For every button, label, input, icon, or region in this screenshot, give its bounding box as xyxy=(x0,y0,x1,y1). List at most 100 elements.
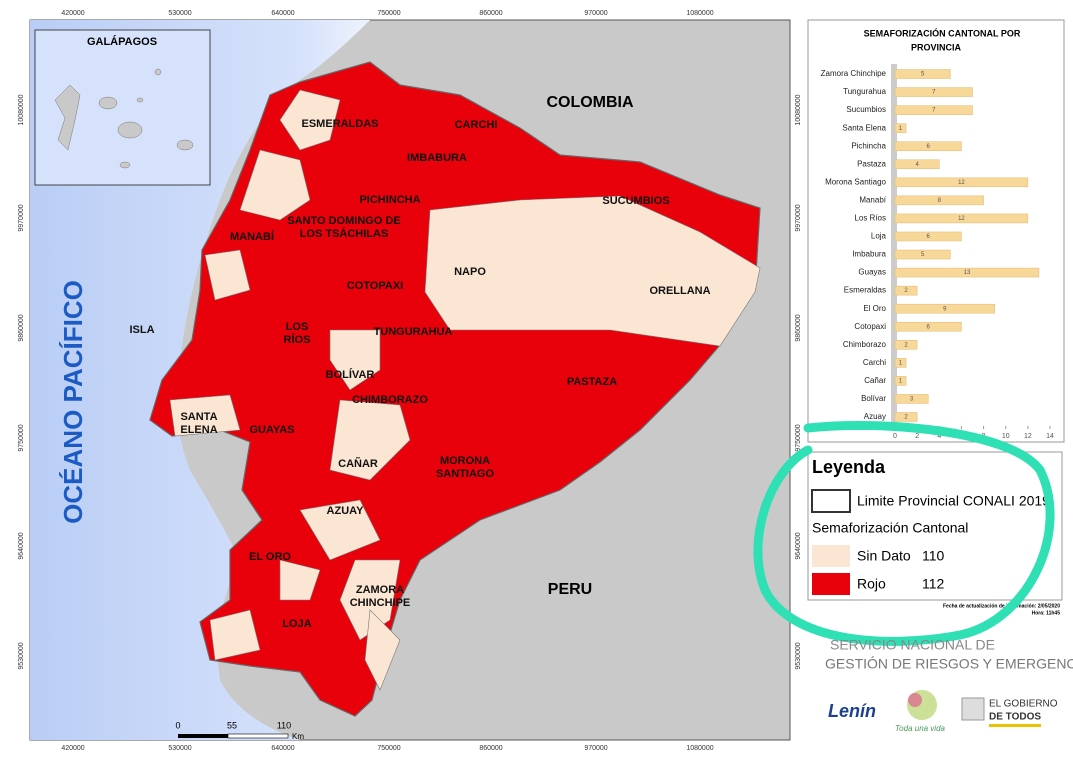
northing-label: 10080000 xyxy=(18,94,25,125)
northing-label: 9750000 xyxy=(18,424,25,451)
category-label: Pastaza xyxy=(857,159,886,168)
bar xyxy=(894,69,951,79)
ocean-label: OCÉANO PACÍFICO xyxy=(58,280,88,524)
legend-count: 110 xyxy=(922,548,945,564)
province-label: SANTIAGO xyxy=(436,468,495,480)
x-tick-label: 2 xyxy=(915,433,919,440)
northing-label: 9530000 xyxy=(18,642,25,669)
northing-label: 9970000 xyxy=(795,204,802,231)
category-label: Sucumbios xyxy=(846,105,886,114)
easting-label: 530000 xyxy=(168,10,191,17)
value-label: 7 xyxy=(932,108,936,114)
northing-label: 10080000 xyxy=(795,94,802,125)
easting-label: 640000 xyxy=(271,10,294,17)
sin-dato-areas xyxy=(169,89,761,691)
legend-title: Leyenda xyxy=(812,457,886,477)
easting-label: 970000 xyxy=(584,745,607,752)
province-label: ELENA xyxy=(180,424,217,436)
province-label: CHIMBORAZO xyxy=(352,394,428,406)
province-labels: ESMERALDAS CARCHI IMBABURA PICHINCHA SUCUMBI… xyxy=(129,118,710,630)
province-label: PICHINCHA xyxy=(359,194,420,206)
bar xyxy=(894,412,918,422)
bar xyxy=(894,141,962,151)
value-label: 1 xyxy=(899,378,903,384)
x-tick-label: 0 xyxy=(893,433,897,440)
province-label: ORELLANA xyxy=(649,285,710,297)
category-label: Santa Elena xyxy=(842,123,886,132)
easting-label: 970000 xyxy=(584,10,607,17)
value-label: 12 xyxy=(958,216,965,222)
x-tick-label: 12 xyxy=(1024,433,1032,440)
easting-label: 1080000 xyxy=(686,10,713,17)
category-label: Imbabura xyxy=(852,250,886,259)
logo-tree xyxy=(908,693,922,707)
province-label: CARCHI xyxy=(455,119,498,131)
value-label: 9 xyxy=(943,306,947,312)
chart-panel xyxy=(807,19,1065,443)
province-label: GUAYAS xyxy=(249,424,294,436)
value-label: 5 xyxy=(921,72,925,78)
northing-label: 9860000 xyxy=(18,314,25,341)
bar xyxy=(894,159,940,170)
province-label: ESMERALDAS xyxy=(301,118,378,130)
logo-emblem xyxy=(961,697,985,721)
province-label: CAÑAR xyxy=(338,457,378,470)
country-label: PERU xyxy=(548,581,592,598)
province-label: MORONA xyxy=(440,455,490,467)
scale-label: 110 xyxy=(277,720,291,730)
value-label: 7 xyxy=(932,90,936,96)
value-label: 2 xyxy=(904,415,908,421)
update-date: Fecha de actualización de información: 2… xyxy=(943,603,1060,609)
value-label: 2 xyxy=(904,288,908,294)
bar xyxy=(894,285,918,296)
easting-label: 1080000 xyxy=(686,745,713,752)
category-label: Cotopaxi xyxy=(854,322,886,331)
bar xyxy=(894,267,1040,278)
province-label: EL ORO xyxy=(249,551,291,563)
islands xyxy=(54,68,194,169)
bar xyxy=(894,87,973,97)
value-label: 1 xyxy=(899,360,903,366)
logo-text: DE TODOS xyxy=(989,712,1041,723)
easting-label: 530000 xyxy=(168,745,191,752)
province-label: BOLÍVAR xyxy=(326,368,375,381)
value-label: 13 xyxy=(964,270,971,276)
bar xyxy=(894,213,1029,224)
bar xyxy=(894,249,951,260)
inset-title: GALÁPAGOS xyxy=(87,35,157,48)
axis-band xyxy=(891,64,897,426)
bar xyxy=(894,105,973,115)
easting-label: 750000 xyxy=(377,10,400,17)
northing-label: 9530000 xyxy=(795,642,802,669)
category-label: El Oro xyxy=(863,304,886,313)
category-label: Morona Santiago xyxy=(825,177,886,186)
legend-label: Sin Dato xyxy=(857,548,911,564)
bar xyxy=(894,394,929,404)
category-label: Manabí xyxy=(859,195,886,204)
province-label: ZAMORA xyxy=(356,584,404,596)
province-label: COTOPAXI xyxy=(347,280,403,292)
category-label: Carchi xyxy=(863,358,886,367)
category-label: Zamora Chinchipe xyxy=(821,69,887,78)
scale-bar xyxy=(227,733,289,739)
agency: GESTIÓN DE RIESGOS Y EMERGENCIAS xyxy=(825,656,1073,672)
bar xyxy=(894,376,907,386)
category-label: Cañar xyxy=(864,376,886,385)
legend-swatch xyxy=(812,545,850,567)
province-label: LOS xyxy=(286,321,309,333)
province-label: LOJA xyxy=(282,618,311,630)
easting-label: 860000 xyxy=(479,745,502,752)
province-label: NAPO xyxy=(454,266,486,278)
value-label: 5 xyxy=(921,252,925,258)
easting-label: 750000 xyxy=(377,745,400,752)
chart-title: PROVINCIA xyxy=(911,42,962,52)
category-label: Chimborazo xyxy=(843,340,887,349)
scale-bar xyxy=(178,734,228,738)
legend-subtitle: Semaforización Cantonal xyxy=(812,520,968,536)
category-label: Azuay xyxy=(864,412,886,421)
legend-swatch xyxy=(811,489,851,513)
logo-stripe xyxy=(989,724,1041,727)
value-label: 6 xyxy=(927,234,931,240)
province-label: ISLA xyxy=(129,324,154,336)
